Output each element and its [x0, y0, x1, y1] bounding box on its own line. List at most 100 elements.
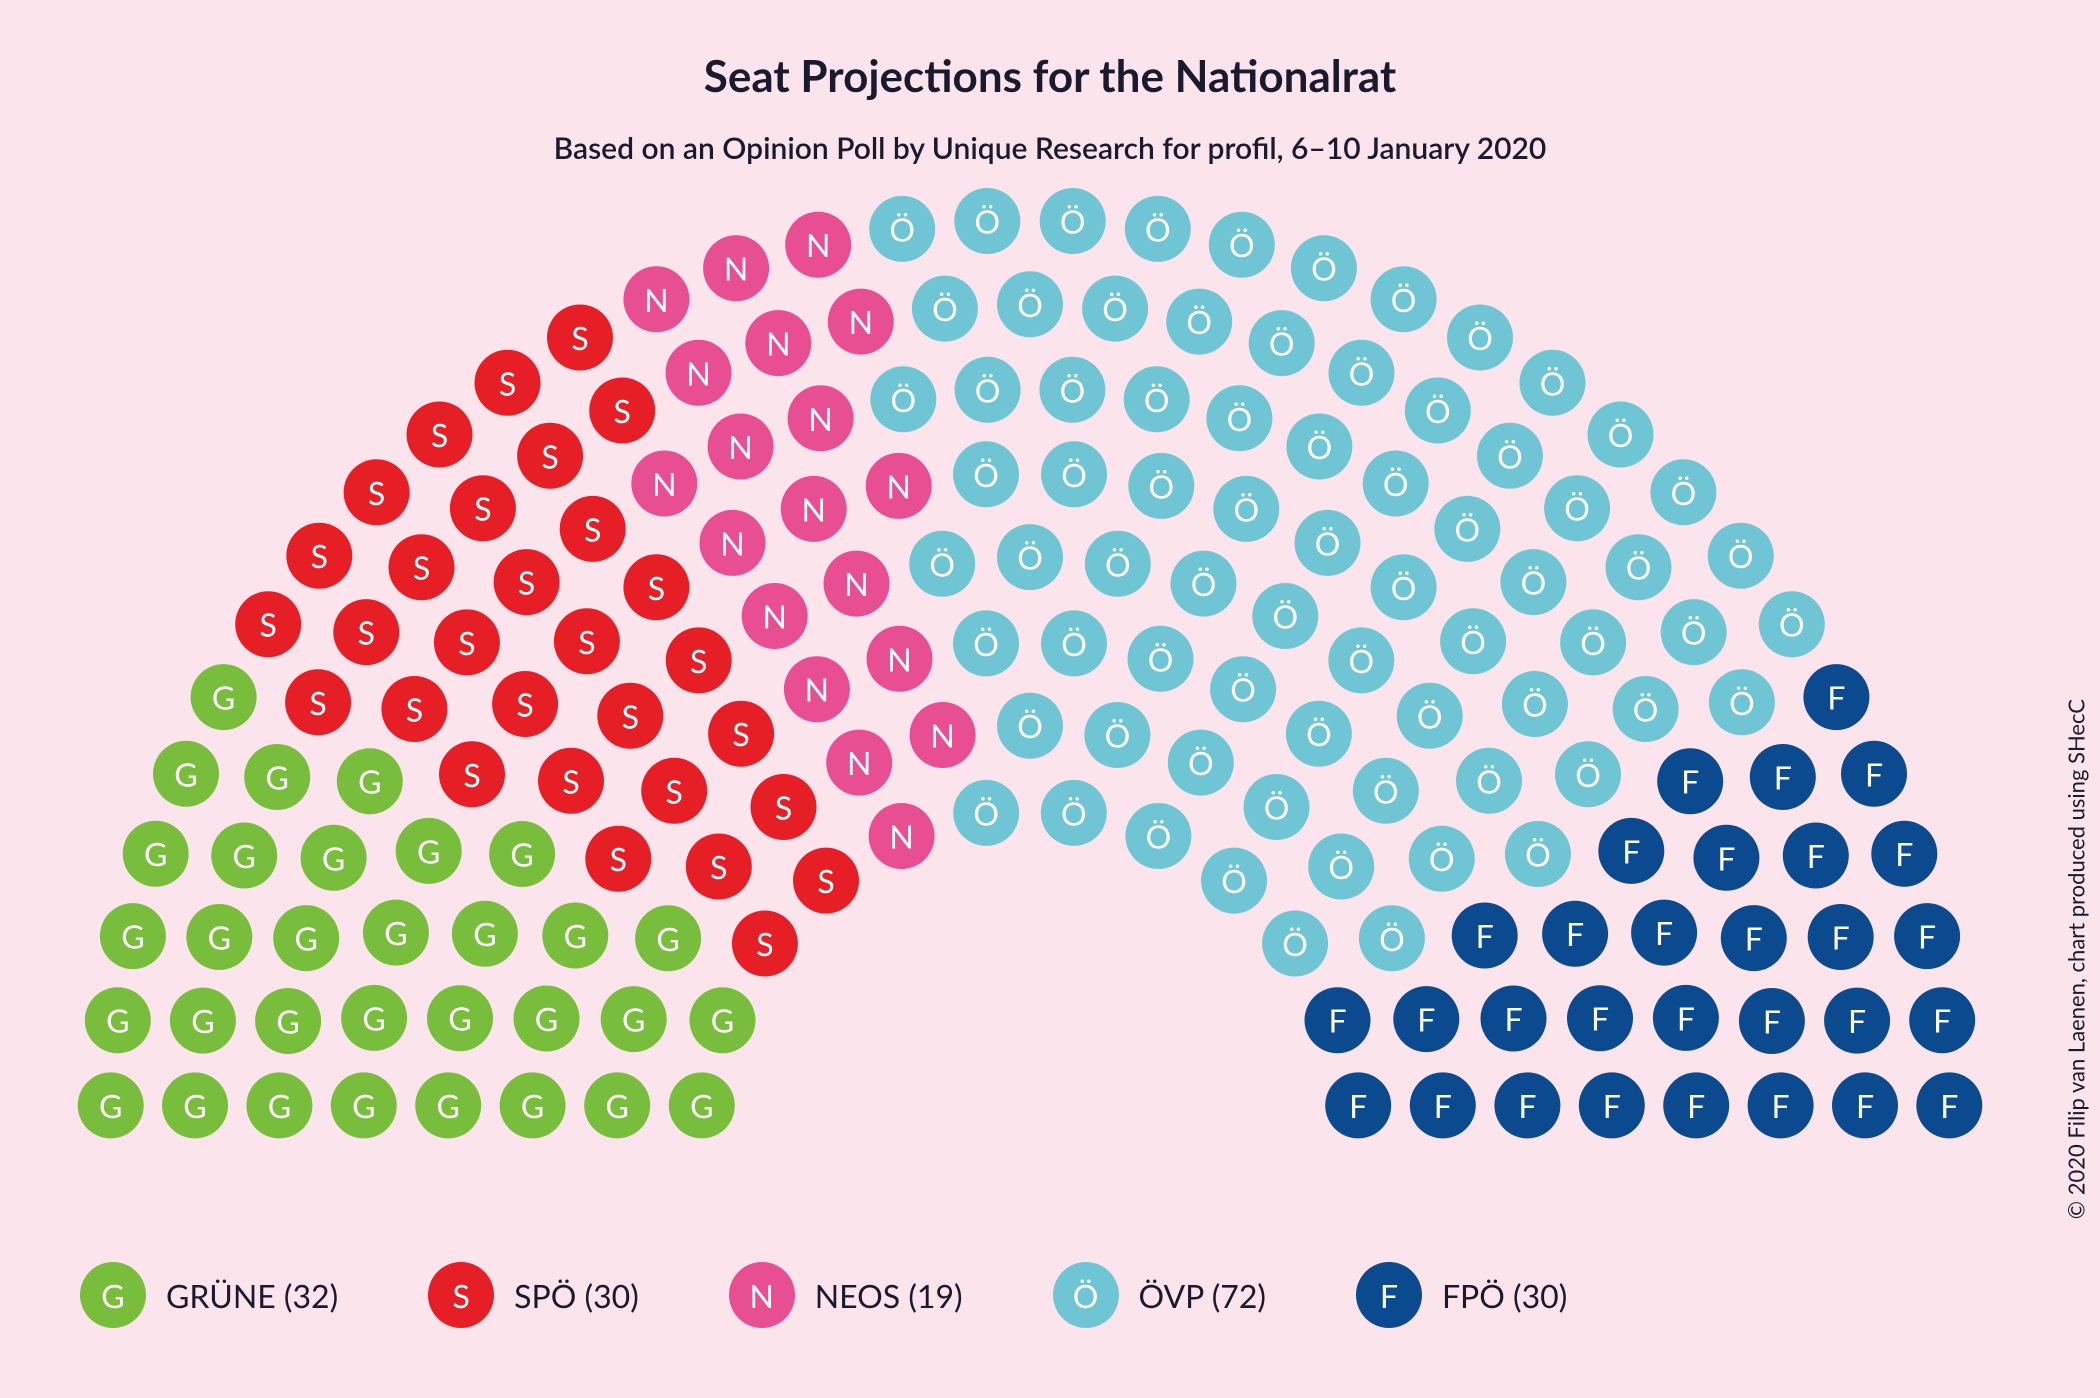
seat-letter: Ö: [1522, 685, 1548, 724]
seat-letter: S: [775, 788, 792, 827]
seat-letter: F: [1827, 678, 1845, 717]
seat-letter: Ö: [1148, 639, 1174, 678]
seat-letter: Ö: [1060, 370, 1086, 409]
legend-label-spo: SPÖ (30): [514, 1276, 639, 1315]
seat-letter: Ö: [1383, 464, 1409, 503]
seat-letter: F: [1865, 754, 1883, 793]
seat-letter: S: [463, 755, 480, 794]
seat-letter: Ö: [1269, 324, 1295, 363]
seat-letter: Ö: [1476, 761, 1502, 800]
legend-swatch-neos: N: [729, 1262, 795, 1328]
seat-letter: Ö: [1379, 919, 1405, 958]
seat-letter: G: [233, 836, 256, 875]
legend-item-ovp: ÖÖVP (72): [1053, 1262, 1266, 1328]
seat-letter: Ö: [1729, 683, 1755, 722]
seat-letter: Ö: [929, 544, 955, 583]
seat-letter: Ö: [1017, 538, 1043, 577]
seat-letter: G: [212, 678, 235, 717]
seat-letter: Ö: [1467, 318, 1493, 357]
seat-letter: F: [1933, 1001, 1951, 1040]
seat-letter: Ö: [1105, 716, 1131, 755]
seat-letter: F: [1434, 1086, 1452, 1125]
seat-letter: F: [1591, 999, 1609, 1038]
seat-letter: G: [106, 1001, 129, 1040]
seat-letter: Ö: [975, 370, 1001, 409]
seat-letter: S: [518, 563, 535, 602]
seat-letter: G: [690, 1086, 713, 1125]
seat-letter: Ö: [1580, 623, 1606, 662]
seat-letter: S: [614, 391, 631, 430]
seat-letter: Ö: [973, 793, 999, 832]
seat-letter: G: [268, 1086, 291, 1125]
seat-letter: S: [309, 683, 326, 722]
seat-letter: Ö: [1282, 924, 1308, 963]
seat-letter: Ö: [1454, 509, 1480, 548]
seat-letter: G: [711, 1001, 734, 1040]
seat-letter: G: [295, 919, 318, 958]
seat-letter: Ö: [1348, 641, 1374, 680]
seat-letter: G: [510, 835, 533, 874]
seat-letter: N: [889, 817, 913, 856]
seat-letter: N: [766, 324, 790, 363]
seat-letter: F: [1807, 836, 1825, 875]
seat-letter: G: [266, 758, 289, 797]
seat-letter: F: [1566, 914, 1584, 953]
seat-letter: S: [358, 613, 375, 652]
seat-letter: Ö: [1671, 473, 1697, 512]
seat-letter: F: [1763, 1002, 1781, 1041]
seat-letter: Ö: [1061, 455, 1087, 494]
seat-letter: Ö: [1349, 353, 1375, 392]
seat-letter: F: [1848, 1001, 1866, 1040]
seat-letter: Ö: [1311, 249, 1337, 288]
seat-letter: Ö: [1272, 597, 1298, 636]
seat-letter: S: [732, 714, 749, 753]
seat-letter: N: [847, 743, 871, 782]
legend-item-grune: GGRÜNE (32): [80, 1262, 338, 1328]
seat-letter: G: [183, 1086, 206, 1125]
seat-letter: N: [849, 302, 873, 341]
seat-letter: G: [144, 834, 167, 873]
seat-letter: G: [99, 1086, 122, 1125]
seat-letter: F: [1856, 1086, 1874, 1125]
legend-item-spo: SSPÖ (30): [428, 1262, 639, 1328]
seat-letter: Ö: [1148, 466, 1174, 505]
seat-letter: G: [622, 1000, 645, 1039]
seat-letter: Ö: [1061, 793, 1087, 832]
seat-letter: S: [431, 415, 448, 454]
seat-letter: G: [564, 916, 587, 955]
seat-letter: Ö: [1575, 755, 1601, 794]
seat-letter: F: [1417, 1000, 1435, 1039]
seat-letter: Ö: [1102, 289, 1128, 328]
seat-letter: G: [656, 919, 679, 958]
seat-letter: S: [648, 568, 665, 607]
seat-letter: N: [930, 716, 954, 755]
seat-letter: Ö: [1144, 380, 1170, 419]
legend-swatch-grune: G: [80, 1262, 146, 1328]
seat-letter: G: [535, 999, 558, 1038]
seat-letter: S: [610, 839, 627, 878]
seat-letter: S: [666, 771, 683, 810]
seat-letter: F: [1603, 1086, 1621, 1125]
seat-letter: Ö: [1061, 624, 1087, 663]
seat-letter: S: [368, 473, 385, 512]
seat-letter: Ö: [1373, 771, 1399, 810]
seat-letter: G: [358, 762, 381, 801]
seat-letter: S: [562, 761, 579, 800]
seat-letter: F: [1518, 1086, 1536, 1125]
seat-letter: Ö: [889, 209, 915, 248]
seat-letter: G: [276, 1002, 299, 1041]
seat-letter: N: [720, 523, 744, 562]
seat-letter: Ö: [1681, 613, 1707, 652]
seat-letter: N: [806, 225, 830, 264]
seat-letter: Ö: [1564, 489, 1590, 528]
seat-letter: G: [437, 1086, 460, 1125]
seat-letter: F: [1677, 998, 1695, 1037]
legend-item-neos: NNEOS (19): [729, 1262, 963, 1328]
seat-letter: S: [578, 622, 595, 661]
seat-letter: Ö: [1017, 706, 1043, 745]
seat-letter: Ö: [1391, 280, 1417, 319]
seat-letter: Ö: [1229, 225, 1255, 264]
legend-label-fpo: FPÖ (30): [1442, 1276, 1567, 1315]
seat-letter: Ö: [1221, 861, 1247, 900]
seat-letter: F: [1504, 999, 1522, 1038]
